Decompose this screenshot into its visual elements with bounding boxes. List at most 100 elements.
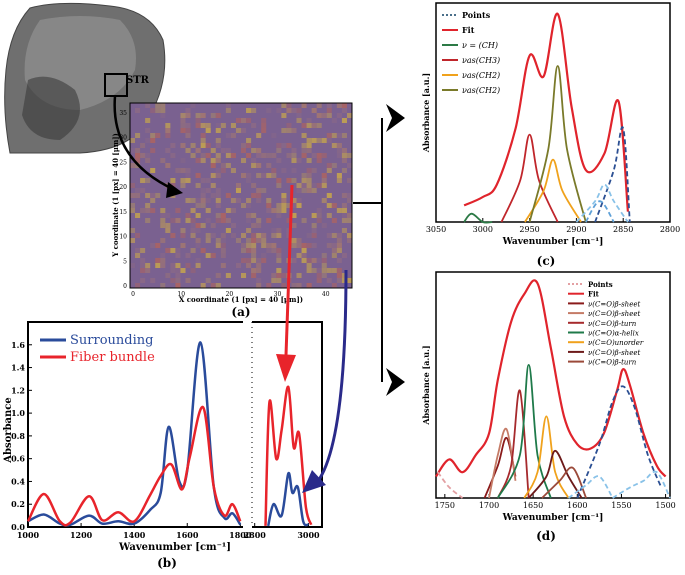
map-pixel (165, 248, 171, 253)
map-pixel (175, 268, 181, 273)
map-pixel (145, 153, 151, 158)
chart-d-legend-label: ν(C=O)β-turn (588, 359, 637, 367)
map-pixel (165, 213, 171, 218)
map-pixel (276, 228, 282, 233)
map-pixel (271, 153, 277, 158)
map-pixel (321, 198, 327, 203)
map-pixel (220, 253, 226, 258)
chart-d: 1750 1700 1650 1600 1550 1500 Wavenumber [cm⁻¹… (421, 271, 676, 523)
map-pixel (160, 238, 166, 243)
map-pixel (160, 158, 166, 163)
map-pixel (276, 158, 282, 163)
map-pixel (241, 173, 247, 178)
map-pixel (246, 143, 252, 148)
map-pixel (195, 203, 201, 208)
map-pixel (266, 153, 272, 158)
chart-c-series (594, 126, 631, 223)
map-pixel (225, 208, 231, 213)
chart-d-legend-label: ν(C=O)β-sheet (588, 310, 640, 318)
map-pixel (200, 178, 206, 183)
map-pixel (241, 243, 247, 248)
panel-label-c: (c) (537, 254, 556, 268)
map-pixel (210, 223, 216, 228)
map-pixel (306, 283, 312, 288)
map-pixel (311, 153, 317, 158)
map-pixel (321, 138, 327, 143)
map-pixel (215, 173, 221, 178)
roi-to-map-arrowhead (166, 182, 183, 198)
map-pixel (276, 213, 282, 218)
map-pixel (246, 263, 252, 268)
map-pixel (215, 213, 221, 218)
map-pixel (195, 113, 201, 118)
map-pixel (316, 218, 322, 223)
map-pixel (306, 158, 312, 163)
map-pixel (210, 173, 216, 178)
map-pixel (271, 133, 277, 138)
map-pixel (326, 163, 332, 168)
map-pixel (140, 268, 146, 273)
map-pixel (261, 233, 267, 238)
map-pixel (271, 173, 277, 178)
chart-b-ytick-label: 1.6 (11, 340, 25, 350)
chart-c-legend-label: νas(CH3) (462, 56, 500, 65)
map-pixel (256, 278, 262, 283)
map-pixel (175, 168, 181, 173)
chart-b-series-fiber (26, 406, 242, 527)
chart-b-ytick-label: 0.6 (11, 454, 25, 464)
chart-d-xtick-label: 1550 (611, 501, 631, 510)
map-pixel (306, 233, 312, 238)
map-pixel (195, 118, 201, 123)
map-pixel (251, 243, 257, 248)
chart-c-legend-label: ν = (CH) (462, 41, 498, 50)
chart-d-legend-label: Fit (588, 290, 600, 299)
map-pixel (316, 208, 322, 213)
map-pixel (210, 163, 216, 168)
map-pixel (135, 153, 141, 158)
map-pixel (235, 183, 241, 188)
map-pixel (150, 108, 156, 113)
map-pixel (266, 218, 272, 223)
map-pixel (205, 238, 211, 243)
map-pixel (241, 148, 247, 153)
map-pixel (306, 188, 312, 193)
map-pixel (200, 223, 206, 228)
map-pixel (341, 103, 347, 108)
map-pixel (160, 223, 166, 228)
map-pixel (316, 123, 322, 128)
map-pixel (341, 278, 347, 283)
map-pixel (301, 178, 307, 183)
map-pixel (341, 273, 347, 278)
map-pixel (261, 243, 267, 248)
map-pixel (180, 158, 186, 163)
map-pixel (185, 113, 191, 118)
map-pixel (316, 278, 322, 283)
chart-b: 0.0 0.2 0.4 0.6 0.8 1.0 1.2 1.4 1.6 1000 1200 1400 1… (3, 321, 323, 553)
map-pixel (150, 243, 156, 248)
map-pixel (281, 193, 287, 198)
map-pixel (301, 218, 307, 223)
map-pixel (276, 208, 282, 213)
map-pixel (225, 228, 231, 233)
map-pixel (185, 198, 191, 203)
map-pixel (276, 233, 282, 238)
map-pixel (261, 188, 267, 193)
map-pixel (220, 163, 226, 168)
map-pixel (296, 118, 302, 123)
map-pixel (155, 263, 161, 268)
chart-b-xtick-label: 1400 (123, 530, 146, 540)
map-pixel (281, 113, 287, 118)
map-pixel (261, 153, 267, 158)
map-ytick: 25 (119, 159, 127, 166)
chart-d-xtick-label: 1700 (479, 501, 499, 510)
map-pixel (286, 108, 292, 113)
map-pixel (261, 253, 267, 258)
map-pixel (311, 243, 317, 248)
map-pixel (341, 108, 347, 113)
map-pixel (256, 238, 262, 243)
map-pixel (256, 153, 262, 158)
chart-c-legend-label: Points (462, 10, 491, 20)
map-pixel (286, 203, 292, 208)
map-pixel (185, 168, 191, 173)
